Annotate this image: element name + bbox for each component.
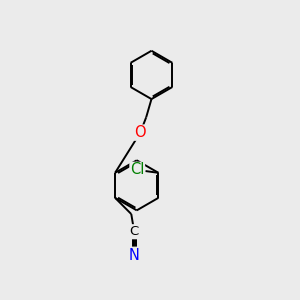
Text: N: N [129, 248, 140, 263]
Text: Cl: Cl [130, 162, 144, 177]
Text: O: O [134, 125, 146, 140]
Text: C: C [130, 225, 139, 238]
